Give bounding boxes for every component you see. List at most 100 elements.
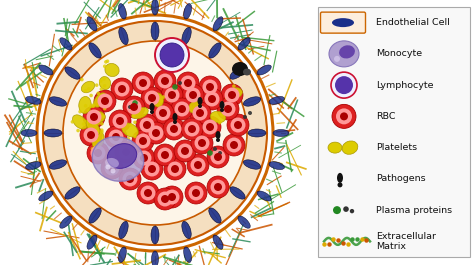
Circle shape [139, 117, 155, 132]
Circle shape [87, 131, 95, 139]
Circle shape [90, 113, 98, 121]
Circle shape [171, 98, 193, 120]
Circle shape [91, 104, 95, 108]
Ellipse shape [21, 130, 37, 136]
Circle shape [163, 118, 185, 140]
Circle shape [127, 99, 142, 114]
Circle shape [105, 126, 127, 148]
Ellipse shape [189, 101, 201, 113]
Circle shape [43, 21, 267, 245]
Circle shape [136, 134, 151, 148]
Ellipse shape [243, 97, 261, 106]
Circle shape [220, 108, 224, 112]
Ellipse shape [329, 41, 359, 67]
Circle shape [132, 130, 154, 152]
Circle shape [185, 87, 201, 103]
Ellipse shape [230, 187, 245, 199]
Circle shape [210, 123, 213, 127]
Circle shape [227, 114, 249, 136]
Ellipse shape [39, 191, 53, 201]
Ellipse shape [65, 187, 80, 199]
Circle shape [118, 144, 134, 160]
Ellipse shape [209, 43, 221, 58]
Circle shape [202, 80, 218, 95]
Circle shape [82, 122, 85, 126]
Ellipse shape [87, 235, 97, 249]
Circle shape [350, 209, 354, 213]
Circle shape [136, 109, 139, 112]
Circle shape [336, 108, 352, 124]
Circle shape [97, 121, 100, 125]
Ellipse shape [257, 65, 271, 75]
Circle shape [178, 105, 186, 113]
Ellipse shape [269, 96, 284, 104]
Circle shape [223, 110, 227, 113]
Circle shape [101, 115, 105, 118]
Ellipse shape [153, 93, 164, 107]
Circle shape [144, 189, 152, 197]
Circle shape [337, 182, 343, 187]
Circle shape [198, 139, 206, 147]
Circle shape [84, 104, 87, 108]
Circle shape [94, 122, 98, 126]
Circle shape [184, 79, 192, 87]
Ellipse shape [105, 158, 119, 168]
Circle shape [141, 87, 163, 109]
Circle shape [208, 95, 216, 103]
Circle shape [103, 64, 107, 68]
Circle shape [63, 41, 247, 225]
Ellipse shape [122, 123, 138, 137]
Circle shape [194, 135, 210, 151]
Text: Monocyte: Monocyte [376, 49, 422, 58]
Ellipse shape [332, 18, 354, 27]
Ellipse shape [60, 216, 72, 228]
Circle shape [230, 117, 246, 132]
Circle shape [130, 103, 138, 111]
Circle shape [127, 137, 130, 141]
Ellipse shape [257, 191, 271, 201]
Circle shape [210, 179, 226, 195]
Circle shape [106, 59, 109, 63]
Circle shape [148, 126, 164, 140]
Circle shape [83, 127, 99, 143]
Circle shape [170, 125, 178, 133]
Circle shape [228, 91, 236, 99]
Circle shape [161, 151, 169, 159]
Circle shape [199, 106, 203, 110]
Ellipse shape [119, 27, 128, 45]
Circle shape [188, 125, 196, 133]
Circle shape [192, 189, 200, 197]
Circle shape [223, 134, 245, 156]
Circle shape [154, 144, 176, 166]
Circle shape [343, 206, 349, 212]
Text: Endothelial Cell: Endothelial Cell [376, 18, 450, 27]
Ellipse shape [238, 38, 250, 50]
Circle shape [143, 121, 151, 129]
Circle shape [100, 103, 104, 107]
Circle shape [106, 165, 110, 170]
Circle shape [181, 147, 189, 155]
Circle shape [160, 43, 184, 67]
Circle shape [145, 91, 159, 105]
Ellipse shape [152, 251, 158, 265]
Circle shape [157, 73, 173, 89]
Circle shape [161, 77, 169, 85]
Ellipse shape [82, 81, 95, 93]
Circle shape [220, 113, 224, 117]
Circle shape [191, 132, 213, 154]
Circle shape [140, 154, 148, 162]
Circle shape [122, 171, 137, 187]
Circle shape [103, 84, 107, 88]
Circle shape [164, 107, 168, 110]
Circle shape [141, 119, 145, 123]
Circle shape [216, 138, 220, 142]
Circle shape [181, 76, 195, 91]
Circle shape [181, 118, 203, 140]
Circle shape [99, 114, 102, 117]
Circle shape [207, 146, 229, 168]
Ellipse shape [73, 115, 88, 129]
Ellipse shape [100, 77, 111, 90]
Circle shape [220, 101, 236, 117]
Circle shape [206, 123, 214, 131]
Circle shape [112, 113, 128, 129]
